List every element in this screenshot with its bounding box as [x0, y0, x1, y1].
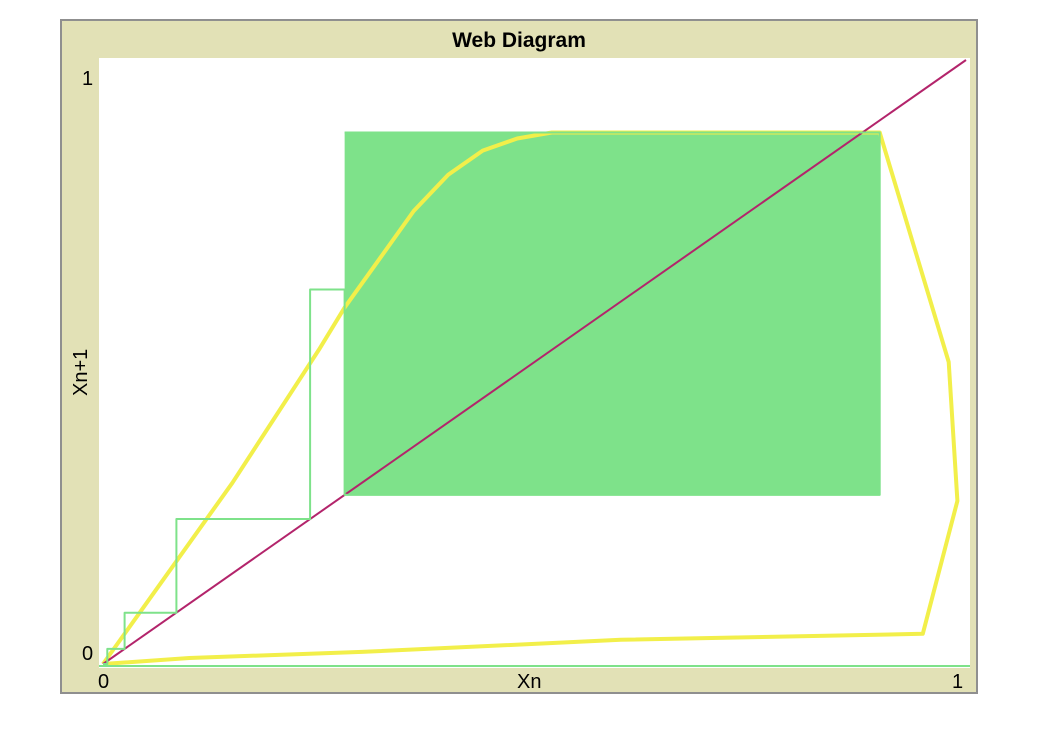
- plot-widget: Web Diagram 1 0 0 1 Xn Xn+1: [60, 19, 978, 694]
- y-axis-label: Xn+1: [70, 348, 92, 396]
- chart-title: Web Diagram: [452, 29, 586, 52]
- cobweb-path-series: [103, 131, 881, 665]
- identity-line-series: [102, 59, 967, 665]
- y-tick-min: 0: [82, 643, 94, 665]
- y-tick-max: 1: [82, 68, 94, 90]
- x-tick-max: 1: [952, 671, 964, 693]
- x-axis-label: Xn: [517, 671, 542, 693]
- map-curve-series: [101, 130, 960, 666]
- x-tick-min: 0: [98, 671, 110, 693]
- plot-area: [99, 58, 970, 668]
- cobweb-filled-region: [344, 132, 880, 495]
- web-diagram-svg: [99, 59, 970, 667]
